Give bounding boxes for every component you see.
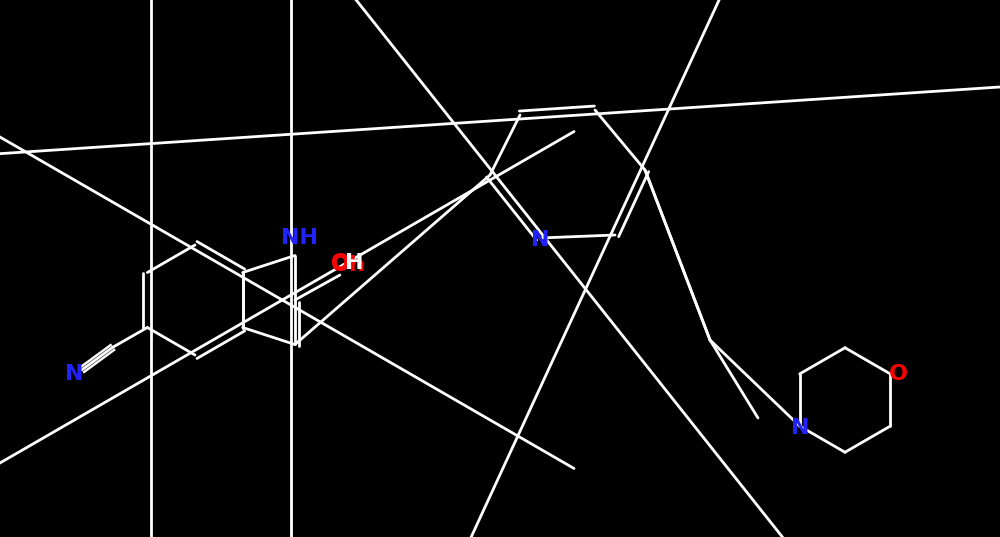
Text: O: O <box>330 253 349 273</box>
Text: O: O <box>889 364 908 384</box>
Text: N: N <box>791 418 809 438</box>
Text: N: N <box>531 230 549 250</box>
Text: Oh: Oh <box>331 255 365 275</box>
Text: H: H <box>345 253 363 273</box>
Text: N: N <box>65 365 84 384</box>
Text: NH: NH <box>281 228 318 248</box>
